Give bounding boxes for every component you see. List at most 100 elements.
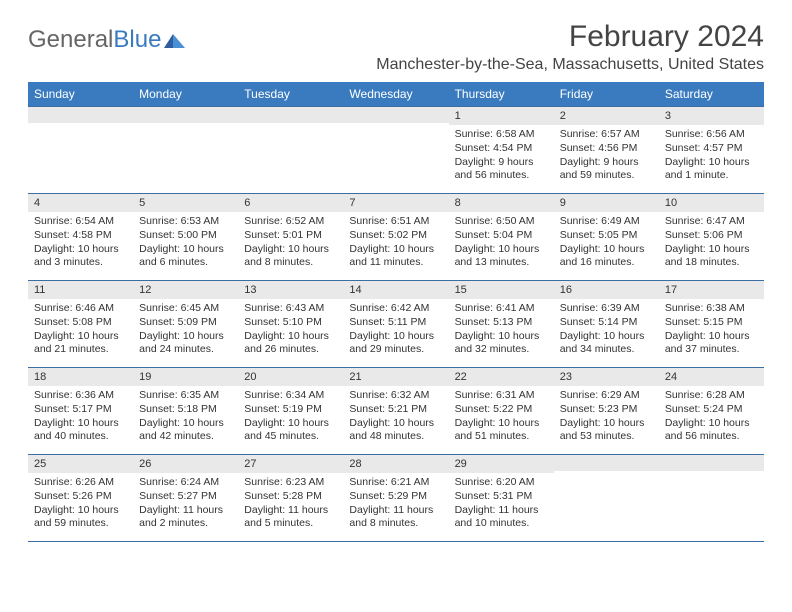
day-cell: 7Sunrise: 6:51 AMSunset: 5:02 PMDaylight… bbox=[343, 194, 448, 280]
weeks-container: 1Sunrise: 6:58 AMSunset: 4:54 PMDaylight… bbox=[28, 106, 764, 541]
daylight-text: Daylight: 10 hours and 3 minutes. bbox=[34, 243, 127, 270]
sunset-text: Sunset: 4:56 PM bbox=[560, 142, 653, 156]
day-of-week-header-row: Sunday Monday Tuesday Wednesday Thursday… bbox=[28, 82, 764, 106]
day-number: 29 bbox=[449, 455, 554, 473]
sunset-text: Sunset: 5:09 PM bbox=[139, 316, 232, 330]
day-cell: 6Sunrise: 6:52 AMSunset: 5:01 PMDaylight… bbox=[238, 194, 343, 280]
day-body: Sunrise: 6:43 AMSunset: 5:10 PMDaylight:… bbox=[238, 299, 343, 361]
day-cell: 24Sunrise: 6:28 AMSunset: 5:24 PMDayligh… bbox=[659, 368, 764, 454]
daylight-text: Daylight: 10 hours and 59 minutes. bbox=[34, 504, 127, 531]
day-body bbox=[343, 123, 448, 130]
day-cell: 9Sunrise: 6:49 AMSunset: 5:05 PMDaylight… bbox=[554, 194, 659, 280]
day-cell bbox=[659, 455, 764, 541]
day-body: Sunrise: 6:58 AMSunset: 4:54 PMDaylight:… bbox=[449, 125, 554, 187]
day-body bbox=[133, 123, 238, 130]
sunset-text: Sunset: 5:06 PM bbox=[665, 229, 758, 243]
day-body: Sunrise: 6:38 AMSunset: 5:15 PMDaylight:… bbox=[659, 299, 764, 361]
sunset-text: Sunset: 5:26 PM bbox=[34, 490, 127, 504]
day-number bbox=[343, 107, 448, 123]
sunset-text: Sunset: 5:13 PM bbox=[455, 316, 548, 330]
dow-wednesday: Wednesday bbox=[343, 82, 448, 106]
sunset-text: Sunset: 5:00 PM bbox=[139, 229, 232, 243]
day-number: 8 bbox=[449, 194, 554, 212]
sunrise-text: Sunrise: 6:31 AM bbox=[455, 389, 548, 403]
day-body: Sunrise: 6:41 AMSunset: 5:13 PMDaylight:… bbox=[449, 299, 554, 361]
brand-logo: GeneralBlue bbox=[28, 20, 186, 54]
week-row: 11Sunrise: 6:46 AMSunset: 5:08 PMDayligh… bbox=[28, 280, 764, 367]
day-number: 10 bbox=[659, 194, 764, 212]
sunrise-text: Sunrise: 6:43 AM bbox=[244, 302, 337, 316]
day-body: Sunrise: 6:50 AMSunset: 5:04 PMDaylight:… bbox=[449, 212, 554, 274]
daylight-text: Daylight: 9 hours and 56 minutes. bbox=[455, 156, 548, 183]
day-number: 22 bbox=[449, 368, 554, 386]
day-body: Sunrise: 6:26 AMSunset: 5:26 PMDaylight:… bbox=[28, 473, 133, 535]
day-cell bbox=[343, 107, 448, 193]
brand-mark-icon bbox=[164, 31, 186, 49]
sunset-text: Sunset: 5:23 PM bbox=[560, 403, 653, 417]
sunrise-text: Sunrise: 6:28 AM bbox=[665, 389, 758, 403]
sunrise-text: Sunrise: 6:29 AM bbox=[560, 389, 653, 403]
sunset-text: Sunset: 5:24 PM bbox=[665, 403, 758, 417]
sunrise-text: Sunrise: 6:20 AM bbox=[455, 476, 548, 490]
sunset-text: Sunset: 5:04 PM bbox=[455, 229, 548, 243]
day-cell: 8Sunrise: 6:50 AMSunset: 5:04 PMDaylight… bbox=[449, 194, 554, 280]
sunset-text: Sunset: 5:11 PM bbox=[349, 316, 442, 330]
day-number: 4 bbox=[28, 194, 133, 212]
day-number: 26 bbox=[133, 455, 238, 473]
sunrise-text: Sunrise: 6:36 AM bbox=[34, 389, 127, 403]
dow-monday: Monday bbox=[133, 82, 238, 106]
day-body bbox=[28, 123, 133, 130]
sunrise-text: Sunrise: 6:39 AM bbox=[560, 302, 653, 316]
day-body: Sunrise: 6:35 AMSunset: 5:18 PMDaylight:… bbox=[133, 386, 238, 448]
day-cell: 25Sunrise: 6:26 AMSunset: 5:26 PMDayligh… bbox=[28, 455, 133, 541]
sunset-text: Sunset: 5:01 PM bbox=[244, 229, 337, 243]
day-body bbox=[238, 123, 343, 130]
daylight-text: Daylight: 9 hours and 59 minutes. bbox=[560, 156, 653, 183]
day-number: 11 bbox=[28, 281, 133, 299]
day-body: Sunrise: 6:23 AMSunset: 5:28 PMDaylight:… bbox=[238, 473, 343, 535]
day-number: 6 bbox=[238, 194, 343, 212]
sunset-text: Sunset: 5:28 PM bbox=[244, 490, 337, 504]
day-cell: 4Sunrise: 6:54 AMSunset: 4:58 PMDaylight… bbox=[28, 194, 133, 280]
daylight-text: Daylight: 10 hours and 37 minutes. bbox=[665, 330, 758, 357]
day-cell bbox=[28, 107, 133, 193]
month-title: February 2024 bbox=[376, 20, 764, 54]
day-body: Sunrise: 6:51 AMSunset: 5:02 PMDaylight:… bbox=[343, 212, 448, 274]
daylight-text: Daylight: 10 hours and 13 minutes. bbox=[455, 243, 548, 270]
sunrise-text: Sunrise: 6:38 AM bbox=[665, 302, 758, 316]
day-cell: 22Sunrise: 6:31 AMSunset: 5:22 PMDayligh… bbox=[449, 368, 554, 454]
sunset-text: Sunset: 5:02 PM bbox=[349, 229, 442, 243]
brand-text-2: Blue bbox=[113, 26, 161, 54]
daylight-text: Daylight: 10 hours and 16 minutes. bbox=[560, 243, 653, 270]
day-number: 2 bbox=[554, 107, 659, 125]
daylight-text: Daylight: 11 hours and 8 minutes. bbox=[349, 504, 442, 531]
sunrise-text: Sunrise: 6:50 AM bbox=[455, 215, 548, 229]
day-body: Sunrise: 6:45 AMSunset: 5:09 PMDaylight:… bbox=[133, 299, 238, 361]
daylight-text: Daylight: 10 hours and 21 minutes. bbox=[34, 330, 127, 357]
calendar-page: GeneralBlue February 2024 Manchester-by-… bbox=[0, 0, 792, 552]
day-cell: 19Sunrise: 6:35 AMSunset: 5:18 PMDayligh… bbox=[133, 368, 238, 454]
sunrise-text: Sunrise: 6:35 AM bbox=[139, 389, 232, 403]
day-number: 16 bbox=[554, 281, 659, 299]
day-number bbox=[238, 107, 343, 123]
day-number: 13 bbox=[238, 281, 343, 299]
dow-saturday: Saturday bbox=[659, 82, 764, 106]
day-body: Sunrise: 6:54 AMSunset: 4:58 PMDaylight:… bbox=[28, 212, 133, 274]
day-number bbox=[133, 107, 238, 123]
sunset-text: Sunset: 5:18 PM bbox=[139, 403, 232, 417]
sunrise-text: Sunrise: 6:42 AM bbox=[349, 302, 442, 316]
location-subtitle: Manchester-by-the-Sea, Massachusetts, Un… bbox=[376, 56, 764, 74]
day-number: 18 bbox=[28, 368, 133, 386]
day-number: 24 bbox=[659, 368, 764, 386]
day-number: 19 bbox=[133, 368, 238, 386]
title-block: February 2024 Manchester-by-the-Sea, Mas… bbox=[376, 20, 764, 74]
sunset-text: Sunset: 5:08 PM bbox=[34, 316, 127, 330]
sunrise-text: Sunrise: 6:53 AM bbox=[139, 215, 232, 229]
day-cell: 3Sunrise: 6:56 AMSunset: 4:57 PMDaylight… bbox=[659, 107, 764, 193]
sunset-text: Sunset: 5:10 PM bbox=[244, 316, 337, 330]
sunrise-text: Sunrise: 6:58 AM bbox=[455, 128, 548, 142]
sunset-text: Sunset: 5:29 PM bbox=[349, 490, 442, 504]
day-cell: 26Sunrise: 6:24 AMSunset: 5:27 PMDayligh… bbox=[133, 455, 238, 541]
sunrise-text: Sunrise: 6:51 AM bbox=[349, 215, 442, 229]
sunset-text: Sunset: 5:17 PM bbox=[34, 403, 127, 417]
